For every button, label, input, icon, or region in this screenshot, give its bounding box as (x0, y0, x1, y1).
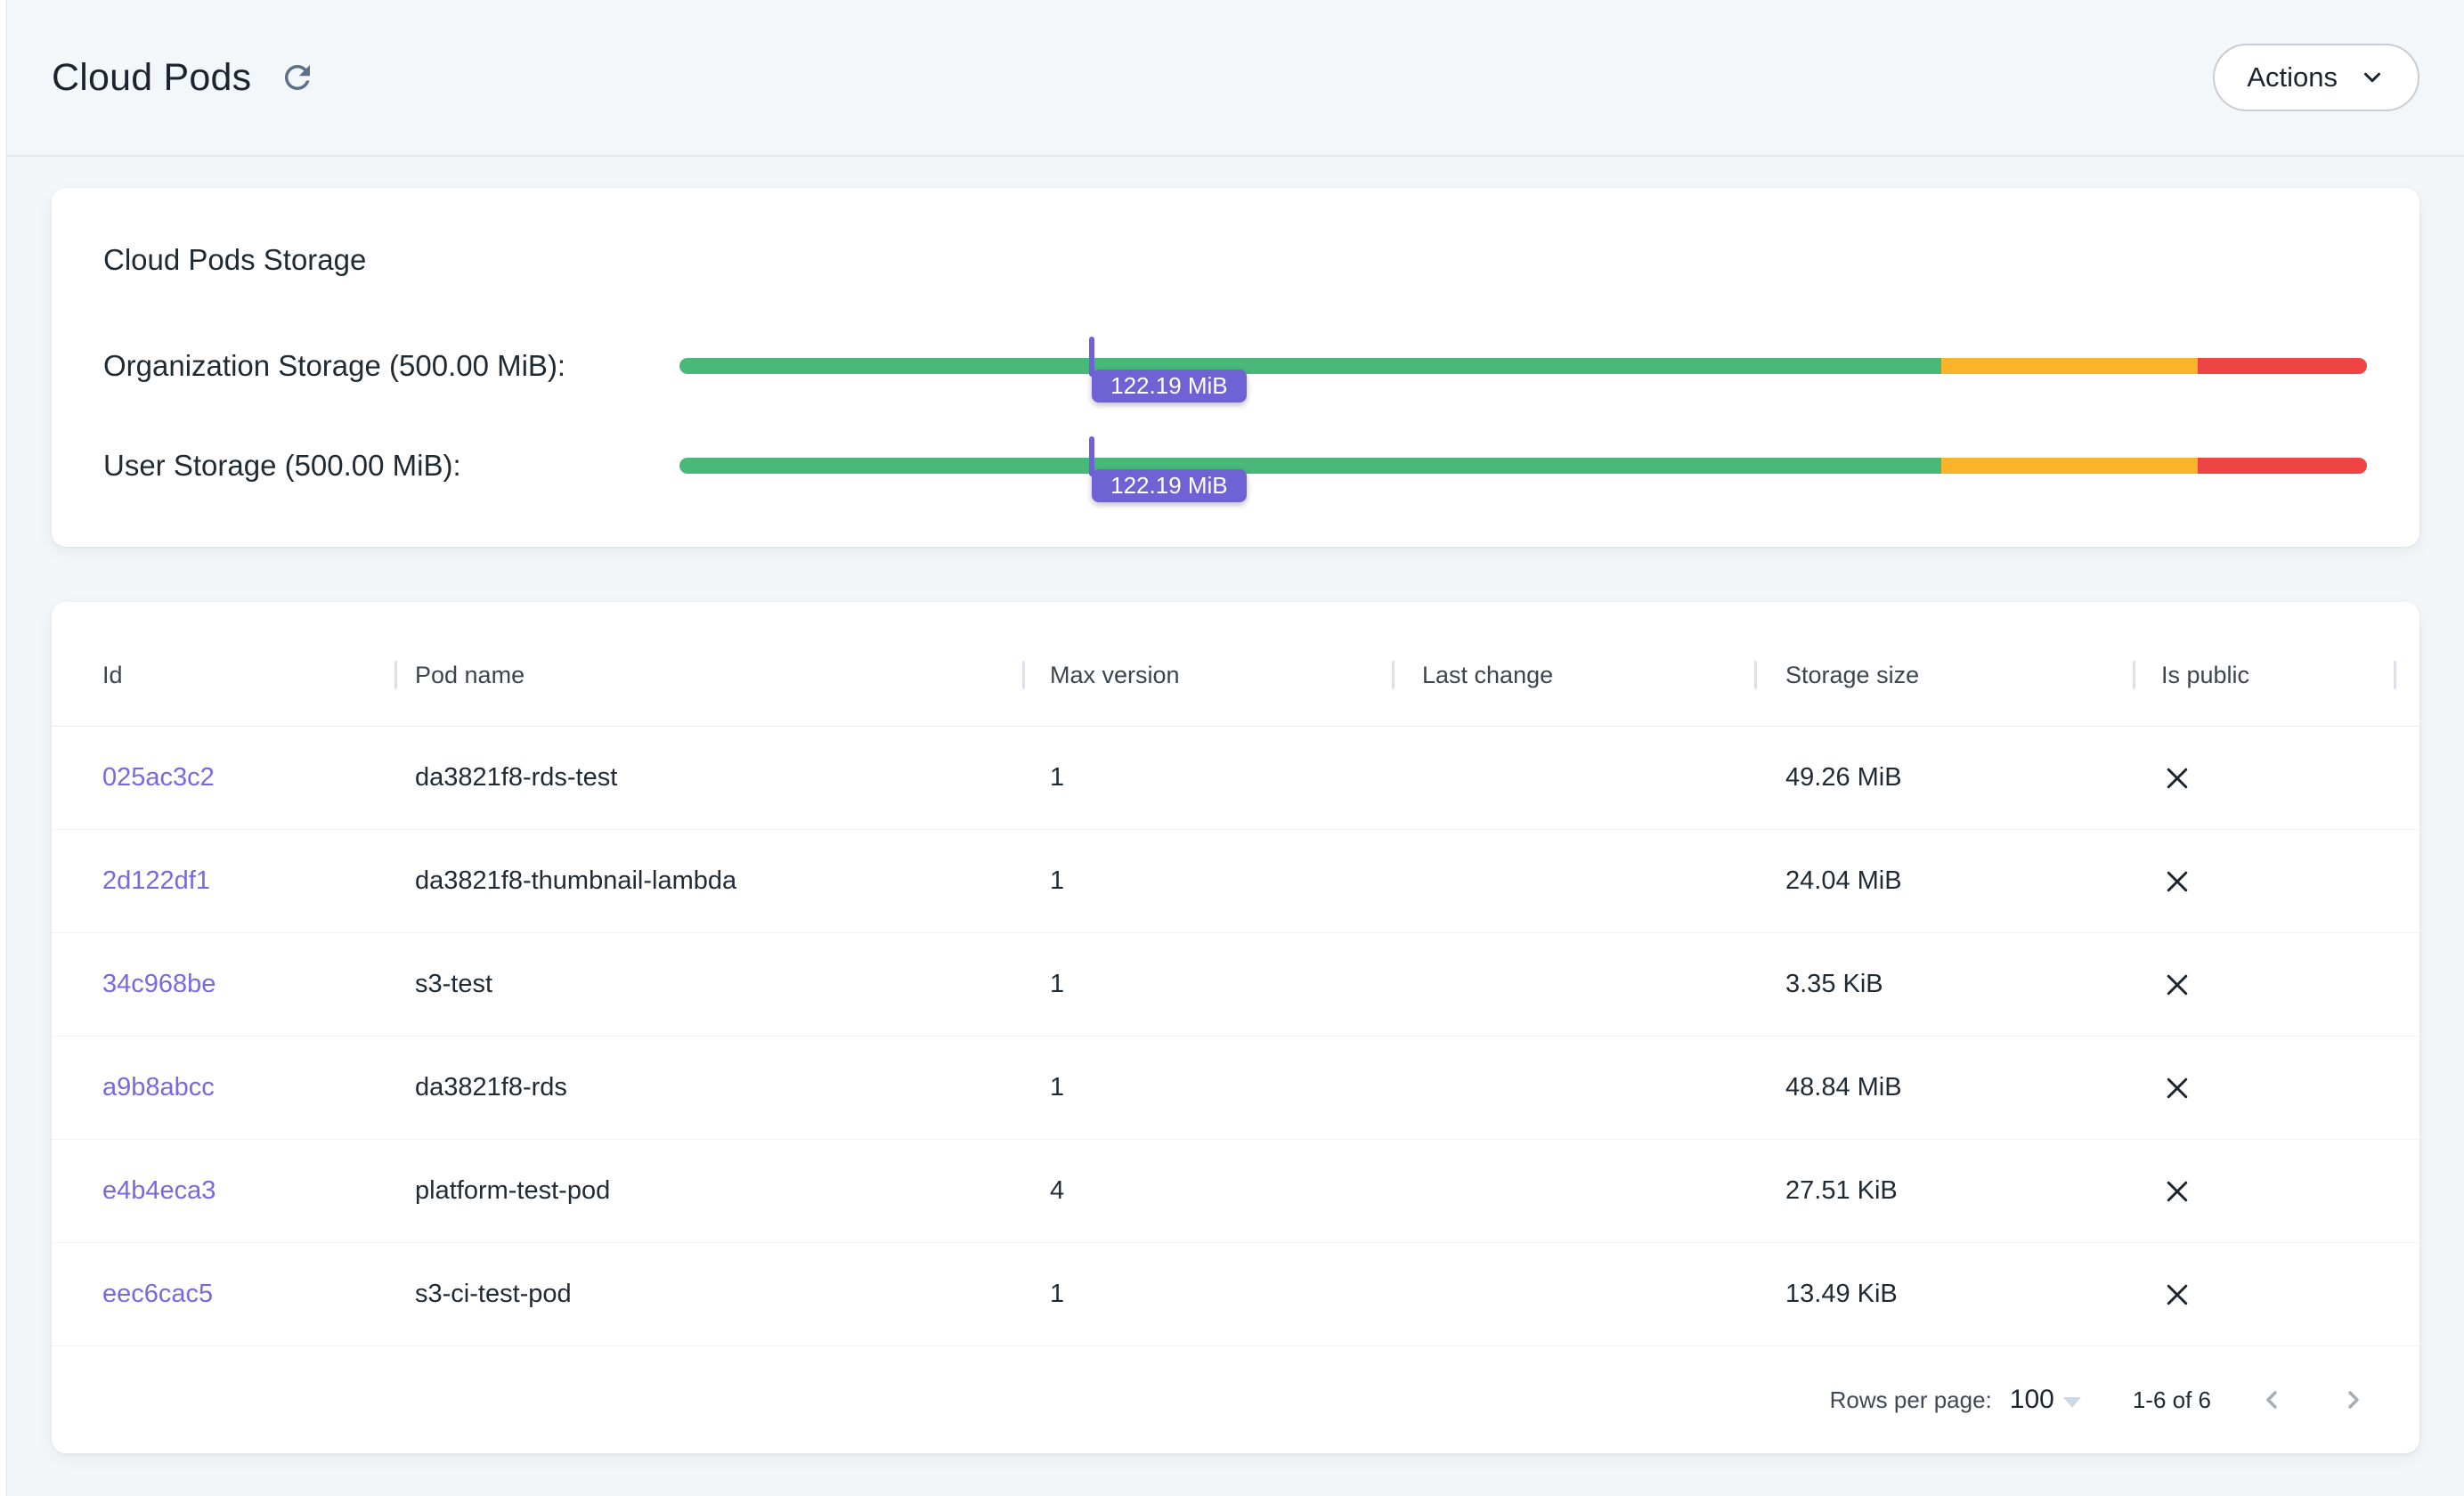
zone-red (2198, 358, 2367, 374)
storage-card-title: Cloud Pods Storage (103, 243, 367, 276)
is-public-cell (2134, 1072, 2419, 1104)
is-public-cell (2134, 969, 2419, 1001)
table-row: 2d122df1 da3821f8-thumbnail-lambda 1 24.… (52, 830, 2419, 933)
chevron-left-icon (2266, 1391, 2277, 1409)
x-mark-icon (2167, 871, 2188, 891)
storage-size-cell: 48.84 MiB (1785, 1073, 1902, 1102)
table-body: 025ac3c2 da3821f8-rds-test 1 49.26 MiB 2… (52, 727, 2419, 1346)
previous-page-button[interactable] (2250, 1378, 2293, 1421)
pod-name-cell: da3821f8-rds-test (415, 763, 618, 792)
max-version-cell: 1 (1050, 970, 1065, 998)
max-version-cell: 1 (1050, 1073, 1065, 1102)
pod-name-cell: da3821f8-thumbnail-lambda (415, 866, 737, 895)
usage-marker-label: 122.19 MiB (1092, 370, 1247, 402)
actions-button[interactable]: Actions (2213, 44, 2419, 111)
zone-green (679, 458, 1942, 474)
table-row: eec6cac5 s3-ci-test-pod 1 13.49 KiB (52, 1243, 2419, 1346)
organization-storage-label: Organization Storage (500.00 MiB): (103, 349, 566, 382)
zone-yellow (1941, 458, 2199, 474)
storage-size-cell: 13.49 KiB (1785, 1280, 1898, 1308)
x-mark-icon (2167, 768, 2188, 788)
pod-name-cell: s3-ci-test-pod (415, 1280, 572, 1308)
pod-id-link[interactable]: 025ac3c2 (102, 763, 215, 792)
zone-green (679, 358, 1942, 374)
chevron-down-icon (2364, 72, 2380, 83)
left-edge-strip (0, 0, 7, 1496)
x-mark-icon (2167, 1181, 2188, 1201)
storage-size-cell: 3.35 KiB (1785, 970, 1883, 998)
max-version-cell: 1 (1050, 866, 1065, 895)
column-header-id[interactable]: Id (102, 661, 123, 688)
is-public-cell (2134, 1279, 2419, 1311)
is-public-cell (2134, 762, 2419, 794)
table-row: 025ac3c2 da3821f8-rds-test 1 49.26 MiB (52, 727, 2419, 830)
rows-per-page-label: Rows per page: (1829, 1386, 1992, 1413)
table-row: 34c968be s3-test 1 3.35 KiB (52, 933, 2419, 1037)
max-version-cell: 1 (1050, 763, 1065, 792)
table-pagination: Rows per page: 100 1-6 of 6 (52, 1346, 2419, 1453)
pod-id-link[interactable]: 34c968be (102, 970, 216, 998)
usage-marker-tick (1089, 436, 1095, 476)
pod-name-cell: da3821f8-rds (415, 1073, 567, 1102)
x-mark-icon (2167, 974, 2188, 995)
storage-size-cell: 27.51 KiB (1785, 1176, 1898, 1205)
user-storage-label: User Storage (500.00 MiB): (103, 449, 461, 482)
pod-id-link[interactable]: a9b8abcc (102, 1073, 215, 1102)
column-header-is-public[interactable]: Is public (2133, 648, 2419, 702)
column-header-max-version[interactable]: Max version (1022, 648, 1393, 702)
storage-size-cell: 49.26 MiB (1785, 763, 1902, 792)
x-mark-icon (2167, 1284, 2188, 1305)
table-row: a9b8abcc da3821f8-rds 1 48.84 MiB (52, 1037, 2419, 1140)
column-header-last-change[interactable]: Last change (1392, 648, 1755, 702)
organization-storage-bar: 122.19 MiB (679, 337, 2367, 402)
pagination-range-label: 1-6 of 6 (2132, 1386, 2211, 1413)
actions-button-label: Actions (2247, 61, 2338, 93)
user-storage-row: User Storage (500.00 MiB): 122.19 MiB (103, 436, 2367, 502)
storage-size-cell: 24.04 MiB (1785, 866, 1902, 895)
pod-name-cell: platform-test-pod (415, 1176, 611, 1205)
max-version-cell: 1 (1050, 1280, 1065, 1308)
pod-id-link[interactable]: e4b4eca3 (102, 1176, 216, 1205)
page-header: Cloud Pods Actions (0, 0, 2464, 157)
pod-name-cell: s3-test (415, 970, 493, 998)
zone-red (2198, 458, 2367, 474)
storage-card: Cloud Pods Storage Organization Storage … (52, 188, 2419, 547)
organization-storage-row: Organization Storage (500.00 MiB): 122.1… (103, 337, 2367, 402)
cloud-pods-table-card: Id Pod name Max version Last change Stor… (52, 602, 2419, 1453)
table-row: e4b4eca3 platform-test-pod 4 27.51 KiB (52, 1140, 2419, 1243)
column-header-storage-size[interactable]: Storage size (1754, 648, 2134, 702)
user-storage-bar: 122.19 MiB (679, 436, 2367, 502)
pod-id-link[interactable]: 2d122df1 (102, 866, 210, 895)
is-public-cell (2134, 1175, 2419, 1207)
table-header-row: Id Pod name Max version Last change Stor… (52, 602, 2419, 727)
x-mark-icon (2167, 1077, 2188, 1098)
triangle-down-icon (2062, 1397, 2081, 1408)
max-version-cell: 4 (1050, 1176, 1065, 1205)
column-header-pod-name[interactable]: Pod name (394, 648, 1023, 702)
is-public-cell (2134, 866, 2419, 898)
rows-per-page-value: 100 (2009, 1385, 2054, 1414)
rows-per-page-select[interactable]: 100 (2010, 1385, 2081, 1415)
usage-marker-label: 122.19 MiB (1092, 469, 1247, 502)
usage-marker-tick (1089, 337, 1095, 377)
page-title: Cloud Pods (52, 55, 252, 99)
zone-yellow (1941, 358, 2199, 374)
refresh-icon[interactable] (278, 58, 317, 97)
pod-id-link[interactable]: eec6cac5 (102, 1280, 214, 1308)
chevron-right-icon (2348, 1391, 2359, 1409)
next-page-button[interactable] (2332, 1378, 2375, 1421)
